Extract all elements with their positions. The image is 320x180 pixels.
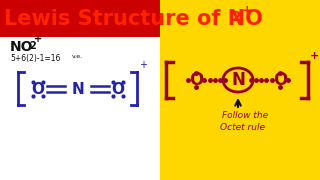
Text: v.e.: v.e. xyxy=(72,53,83,59)
Text: O: O xyxy=(111,82,124,96)
Text: O: O xyxy=(189,71,203,89)
Text: Follow the: Follow the xyxy=(222,111,268,120)
Text: 2: 2 xyxy=(29,41,36,51)
Text: N: N xyxy=(231,71,245,89)
Text: O: O xyxy=(31,82,44,96)
Text: Octet rule: Octet rule xyxy=(220,123,265,132)
FancyBboxPatch shape xyxy=(0,0,320,37)
Text: NO: NO xyxy=(10,40,34,54)
Text: O: O xyxy=(273,71,287,89)
Text: 2: 2 xyxy=(232,10,242,24)
FancyBboxPatch shape xyxy=(0,37,160,180)
Text: +: + xyxy=(310,51,319,61)
Text: +: + xyxy=(139,60,147,70)
FancyBboxPatch shape xyxy=(160,0,320,37)
Text: Lewis Structure of NO: Lewis Structure of NO xyxy=(4,9,263,29)
Text: N: N xyxy=(72,82,84,96)
Text: 5+6(2)-1=16: 5+6(2)-1=16 xyxy=(10,55,60,64)
Text: +: + xyxy=(34,34,42,44)
FancyBboxPatch shape xyxy=(160,37,320,180)
Text: +: + xyxy=(242,4,252,17)
